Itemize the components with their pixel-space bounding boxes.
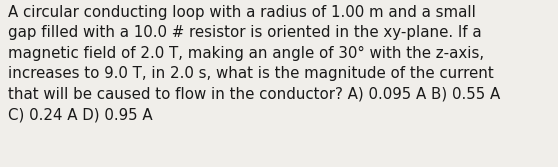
Text: A circular conducting loop with a radius of 1.00 m and a small
gap filled with a: A circular conducting loop with a radius… [8,5,500,122]
